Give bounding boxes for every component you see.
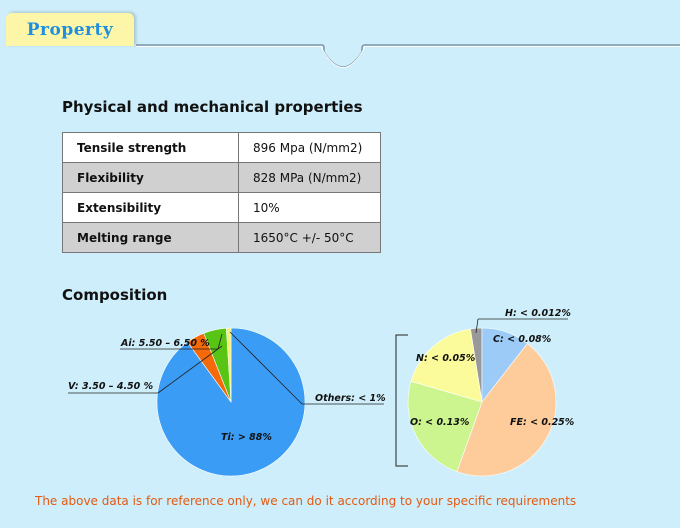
label-h: H: < 0.012% bbox=[505, 308, 571, 319]
tab-title: Property bbox=[26, 19, 114, 40]
property-value: 10% bbox=[238, 192, 381, 223]
label-ai: Ai: 5.50 – 6.50 % bbox=[120, 338, 210, 349]
pie-slice bbox=[410, 328, 483, 403]
composition-title: Composition bbox=[62, 286, 168, 304]
table-row: Extensibility 10% bbox=[62, 192, 381, 223]
property-value: 828 MPa (N/mm2) bbox=[238, 162, 381, 193]
others-bracket bbox=[395, 334, 408, 467]
physical-properties-title: Physical and mechanical properties bbox=[62, 98, 363, 116]
pie-slice bbox=[456, 343, 557, 477]
label-n: N: < 0.05% bbox=[416, 353, 475, 364]
property-name: Extensibility bbox=[62, 192, 239, 223]
table-row: Melting range 1650°C +/- 50°C bbox=[62, 222, 381, 253]
reference-note: The above data is for reference only, we… bbox=[35, 494, 577, 508]
pie-slice bbox=[226, 327, 232, 403]
main-composition-pie bbox=[156, 327, 306, 477]
property-value: 896 Mpa (N/mm2) bbox=[238, 132, 381, 163]
table-row: Tensile strength 896 Mpa (N/mm2) bbox=[62, 132, 381, 163]
properties-table: Tensile strength 896 Mpa (N/mm2) Flexibi… bbox=[62, 132, 381, 253]
leader-line-others bbox=[229, 331, 303, 405]
property-name: Melting range bbox=[62, 222, 239, 253]
label-v: V: 3.50 – 4.50 % bbox=[68, 381, 153, 392]
label-o: O: < 0.13% bbox=[410, 417, 469, 428]
pie-slice bbox=[407, 380, 483, 473]
label-others: Others: < 1% bbox=[315, 393, 386, 404]
property-tab[interactable]: Property bbox=[6, 13, 134, 46]
label-ti: Ti: > 88% bbox=[221, 432, 272, 443]
others-composition-pie bbox=[407, 327, 557, 477]
label-c: C: < 0.08% bbox=[493, 334, 551, 345]
label-fe: FE: < 0.25% bbox=[510, 417, 574, 428]
property-name: Tensile strength bbox=[62, 132, 239, 163]
property-value: 1650°C +/- 50°C bbox=[238, 222, 381, 253]
